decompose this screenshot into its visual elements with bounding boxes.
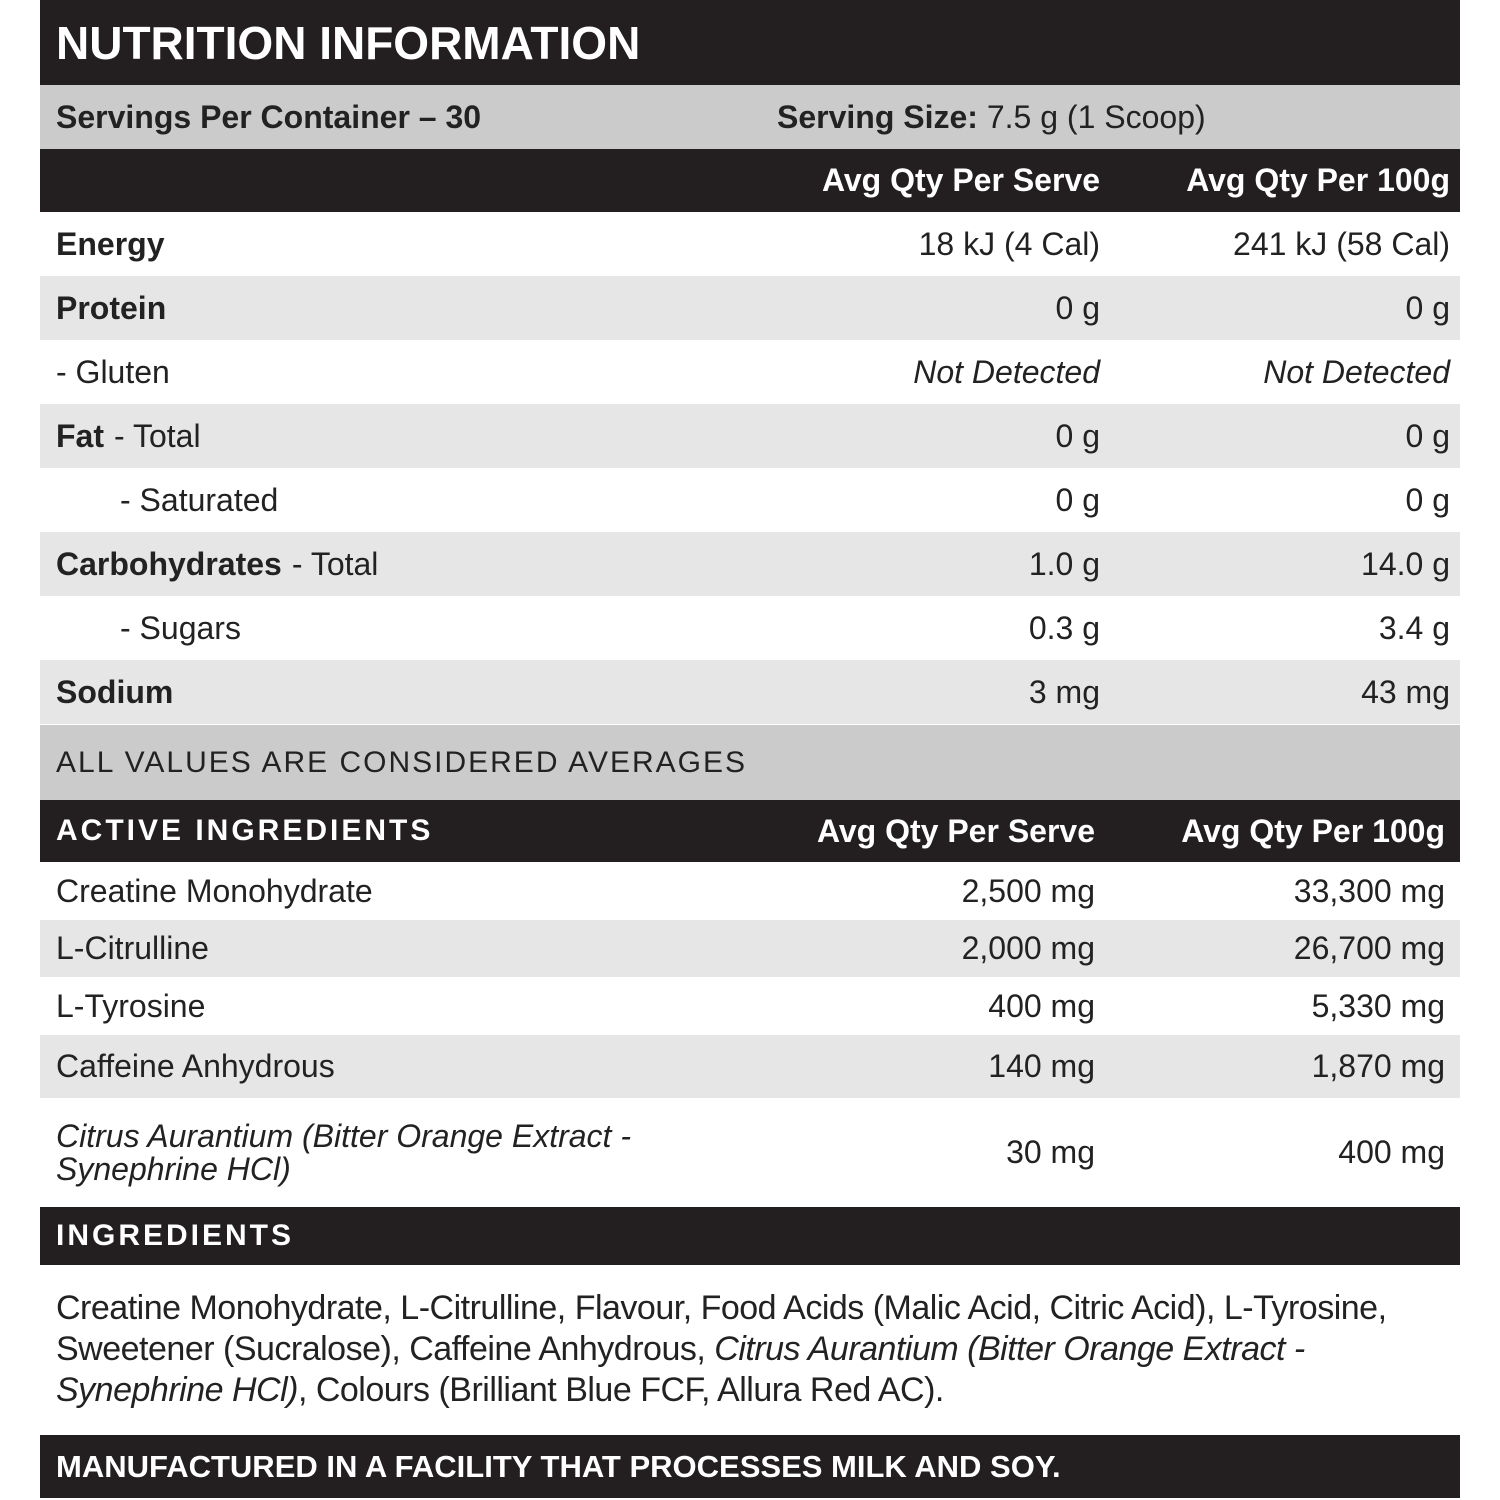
active-row: Citrus Aurantium (Bitter Orange Extract … <box>40 1098 1460 1207</box>
averages-note: ALL VALUES ARE CONSIDERED AVERAGES <box>56 745 747 779</box>
ingredients-part: , Colours (Brilliant Blue FCF, Allura Re… <box>297 1371 944 1409</box>
header-per-100g: Avg Qty Per 100g <box>1186 162 1450 198</box>
per-serve: 2,500 mg <box>961 872 1095 909</box>
ingredients-header: INGREDIENTS <box>40 1207 1460 1265</box>
row-label: Sodium <box>56 660 173 724</box>
nutrient-detail: - Gluten <box>56 353 170 390</box>
per-100g: 0 g <box>1405 289 1450 326</box>
per-100g: 0 g <box>1405 481 1450 518</box>
nutrition-row: Carbohydrates - Total 1.0 g 14.0 g <box>40 532 1460 596</box>
header-per-serve: Avg Qty Per Serve <box>821 162 1100 198</box>
per-100g: 43 mg <box>1361 673 1450 710</box>
header-per-100g: Avg Qty Per 100g <box>1181 812 1445 849</box>
row-label: Fat - Total <box>56 404 201 468</box>
header-per-serve: Avg Qty Per Serve <box>816 812 1095 849</box>
averages-note-bar: ALL VALUES ARE CONSIDERED AVERAGES <box>40 725 1460 800</box>
per-serve: 3 mg <box>1028 673 1100 710</box>
per-100g: 14.0 g <box>1361 545 1450 582</box>
nutrition-row: Sodium 3 mg 43 mg <box>40 660 1460 724</box>
per-serve: 1.0 g <box>1028 545 1100 582</box>
ingredients-part: Creatine Monohydrate, L-Citrulline, Flav… <box>56 1289 1387 1368</box>
row-label: - Sugars <box>120 596 241 660</box>
per-serve: 0 g <box>1055 417 1100 454</box>
ingredients-text: Creatine Monohydrate, L-Citrulline, Flav… <box>40 1288 1460 1411</box>
title: NUTRITION INFORMATION <box>56 16 641 69</box>
serving-size-value: 7.5 g (1 Scoop) <box>986 98 1206 135</box>
nutrition-row: Fat - Total 0 g 0 g <box>40 404 1460 468</box>
row-label: Protein <box>56 276 166 340</box>
nutrient-detail: - Saturated <box>120 481 279 518</box>
ingredients-part-italic: Citrus Aurantium (Bitter Orange Extract … <box>56 1330 1305 1409</box>
per-serve: 30 mg <box>1006 1134 1095 1170</box>
nutrient-name: Fat <box>56 417 104 454</box>
per-100g: Not Detected <box>1263 353 1450 390</box>
nutrient-detail: - Total <box>291 545 379 582</box>
ingredient-name: L-Tyrosine <box>56 987 206 1024</box>
nutrient-name: Protein <box>56 289 167 326</box>
ingredient-name: Caffeine Anhydrous <box>56 1048 335 1084</box>
ingredients-heading: INGREDIENTS <box>56 1219 295 1252</box>
active-row: Creatine Monohydrate 2,500 mg 33,300 mg <box>40 862 1460 920</box>
per-100g: 26,700 mg <box>1293 930 1445 966</box>
nutrition-row: Energy 18 kJ (4 Cal) 241 kJ (58 Cal) <box>40 212 1460 276</box>
footer: MANUFACTURED IN A FACILITY THAT PROCESSE… <box>56 1448 1061 1484</box>
nutrition-row: - Gluten Not Detected Not Detected <box>40 340 1460 404</box>
title-bar: NUTRITION INFORMATION <box>40 0 1460 85</box>
nutrition-row: - Saturated 0 g 0 g <box>40 468 1460 532</box>
per-100g: 3.4 g <box>1378 609 1450 646</box>
nutrient-name: Energy <box>56 225 165 262</box>
row-label: Energy <box>56 212 164 276</box>
active-heading: ACTIVE INGREDIENTS <box>56 814 434 847</box>
per-serve: 0 g <box>1055 481 1100 518</box>
per-serve: 18 kJ (4 Cal) <box>918 225 1100 262</box>
row-label: - Saturated <box>120 468 278 532</box>
per-serve: Not Detected <box>913 353 1100 390</box>
ingredient-name: Creatine Monohydrate <box>56 872 373 909</box>
per-100g: 1,870 mg <box>1311 1048 1445 1084</box>
ingredient-name: Citrus Aurantium (Bitter Orange Extract … <box>56 1117 631 1187</box>
per-serve: 0 g <box>1055 289 1100 326</box>
serving-size-label: Serving Size: <box>777 98 978 135</box>
per-serve: 0.3 g <box>1028 609 1100 646</box>
servings-bar: Servings Per Container – 30 Serving Size… <box>40 85 1460 149</box>
row-label: - Gluten <box>56 340 170 404</box>
nutrient-name: Sodium <box>56 673 174 710</box>
per-serve: 400 mg <box>988 987 1095 1024</box>
active-header: ACTIVE INGREDIENTS Avg Qty Per Serve Avg… <box>40 800 1460 862</box>
per-100g: 33,300 mg <box>1293 872 1445 909</box>
ingredient-name: L-Citrulline <box>56 930 209 966</box>
active-row: L-Citrulline 2,000 mg 26,700 mg <box>40 920 1460 977</box>
active-row: L-Tyrosine 400 mg 5,330 mg <box>40 977 1460 1035</box>
per-100g: 5,330 mg <box>1311 987 1445 1024</box>
nutrient-detail: - Sugars <box>120 609 241 646</box>
per-100g: 400 mg <box>1338 1134 1445 1170</box>
servings-per-container: Servings Per Container – 30 <box>56 98 482 135</box>
per-serve: 140 mg <box>988 1048 1095 1084</box>
row-label: Carbohydrates - Total <box>56 532 378 596</box>
nutrition-header: Avg Qty Per Serve Avg Qty Per 100g <box>40 149 1460 212</box>
per-100g: 0 g <box>1405 417 1450 454</box>
nutrient-name: Carbohydrates <box>56 545 282 582</box>
nutrition-row: Protein 0 g 0 g <box>40 276 1460 340</box>
footer-bar: MANUFACTURED IN A FACILITY THAT PROCESSE… <box>40 1435 1460 1498</box>
active-row: Caffeine Anhydrous 140 mg 1,870 mg <box>40 1035 1460 1098</box>
nutrition-row: - Sugars 0.3 g 3.4 g <box>40 596 1460 660</box>
nutrient-detail: - Total <box>114 417 201 454</box>
per-100g: 241 kJ (58 Cal) <box>1233 225 1450 262</box>
per-serve: 2,000 mg <box>961 930 1095 966</box>
